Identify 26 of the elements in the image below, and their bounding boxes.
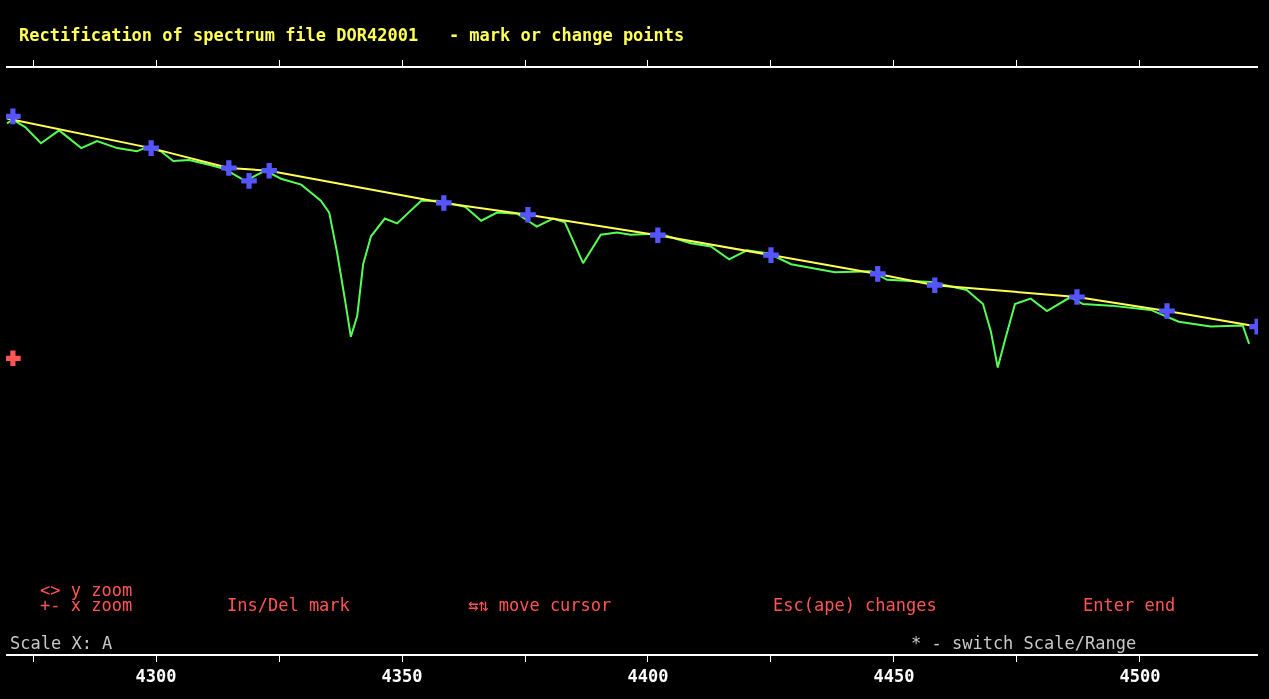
point — [6, 350, 21, 367]
x-tick-label: 4450 — [873, 666, 915, 687]
annotation: Scale X: A — [10, 633, 113, 653]
point — [241, 173, 257, 189]
point — [221, 160, 237, 176]
point — [1159, 303, 1175, 319]
point — [436, 195, 452, 211]
point — [926, 277, 943, 293]
point — [6, 108, 21, 125]
point — [1069, 289, 1085, 305]
chart-title: Rectification of spectrum file DOR42001 - mark or change points — [19, 24, 685, 45]
point — [143, 140, 159, 156]
x-tick-label: 4400 — [627, 666, 669, 687]
point — [520, 206, 536, 223]
point — [763, 247, 779, 263]
point — [869, 266, 886, 282]
annotation: Esc(ape) changes — [773, 595, 937, 615]
x-tick-label: 4300 — [135, 666, 177, 687]
x-tick-label: 4350 — [381, 666, 423, 687]
point — [261, 162, 277, 179]
point — [650, 227, 666, 243]
annotation: ⇆⇅ move cursor — [468, 595, 612, 615]
annotation: Ins/Del mark — [227, 595, 350, 615]
annotation: Enter end — [1083, 595, 1176, 615]
x-tick-label: 4500 — [1119, 666, 1161, 687]
annotation: * - switch Scale/Range — [911, 633, 1137, 653]
